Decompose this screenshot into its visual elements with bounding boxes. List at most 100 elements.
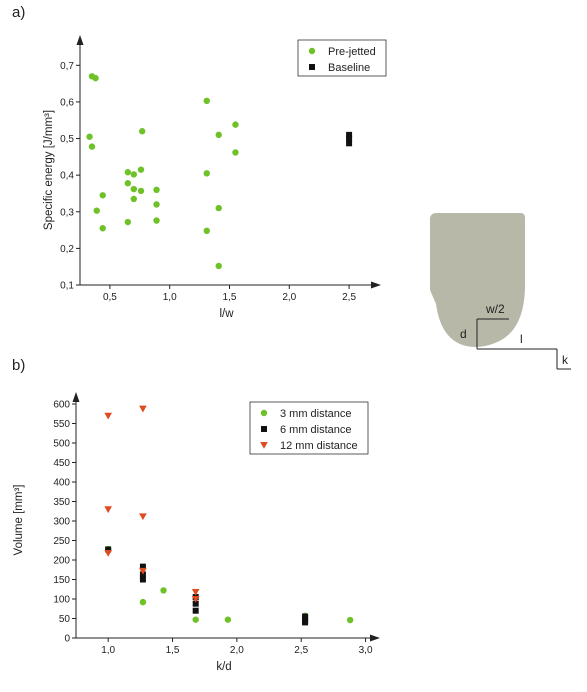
depth-label: d [460, 327, 467, 341]
chart-a-x-tick-label: 1,0 [163, 292, 177, 303]
chart-a-series-0-point [137, 187, 145, 195]
chart-b-y-tick-label: 100 [53, 595, 70, 606]
chart-a-y-tick-label: 0,3 [60, 207, 74, 218]
chart-b-y-tick-label: 450 [53, 458, 70, 469]
chart-b-y-tick-label: 0 [64, 634, 70, 645]
chart-b-x-tick-label: 2,0 [230, 645, 244, 656]
chart-b-series-2-point [191, 596, 200, 603]
chart-b-x-tick-label: 1,5 [166, 645, 180, 656]
chart-a-legend-marker-1 [309, 64, 315, 70]
chart-b-series-1-point [192, 600, 199, 607]
chart-a-series-0-point [99, 225, 106, 232]
chart-b-legend-marker-1 [261, 426, 267, 432]
chart-a-series-0-point [93, 207, 100, 214]
chart-b-series-2-point [104, 412, 112, 420]
chart-a-series-0-point [92, 74, 99, 82]
chart-a-series-1-point [346, 131, 353, 138]
chart-a-y-tick-label: 0,5 [60, 134, 74, 145]
chart-a-y-tick-label: 0,1 [60, 281, 74, 292]
chart-a-series-0-point [124, 218, 132, 226]
chart-b-legend-marker-0 [260, 409, 268, 417]
length-label: l [520, 332, 523, 346]
chart-a-x-tick-label: 1,5 [223, 292, 237, 303]
chart-a-x-tick-label: 0,5 [103, 292, 117, 303]
chart-a-series-0-point [130, 185, 138, 193]
chart-a-series-0-point [215, 131, 222, 139]
chart-a-x-tick-label: 2,0 [282, 292, 296, 303]
chart-b-series-2-point [191, 588, 200, 596]
chart-a-series-0-point [86, 133, 93, 140]
chart-b-series-1-point [139, 576, 146, 583]
chart-b-y-tick-label: 500 [53, 439, 70, 450]
chart-b-legend-label-0: 3 mm distance [280, 408, 352, 420]
chart-a-series-0-point [203, 170, 210, 177]
chart-b-x-tick-label: 2,5 [294, 645, 308, 656]
chart-a-series-0-point [124, 169, 132, 176]
chart-a-series-0-point [124, 180, 132, 187]
chart-a-y-axis-title: Specific energy [J/mm³] [43, 110, 55, 230]
distance-label: k [562, 353, 569, 367]
chart-b-x-axis-arrow [370, 634, 380, 642]
chart-b-y-tick-label: 300 [53, 517, 70, 528]
chart-a-legend-marker-0 [308, 47, 316, 55]
chart-a-y-tick-label: 0,7 [60, 61, 74, 72]
chart-b-x-tick-label: 1,0 [101, 645, 115, 656]
chart-b-series-1-point [105, 546, 112, 553]
chart-b-series-2-point [139, 513, 147, 521]
chart-a-series-0-point [99, 192, 106, 199]
chart-b-legend-marker-2 [260, 442, 268, 449]
chart-a-x-axis-title: l/w [219, 308, 234, 320]
chart-a-series-0-point [232, 149, 239, 156]
chart-b-y-tick-label: 50 [59, 614, 71, 625]
panel-b-label: b) [12, 357, 26, 374]
chart-b-y-tick-label: 200 [53, 556, 70, 567]
chart-a-x-tick-label: 2,5 [342, 292, 356, 303]
chart-b-series-0-point [139, 598, 147, 606]
chart-a-x-axis-arrow [371, 281, 381, 289]
chart-b-legend-label-2: 12 mm distance [280, 440, 358, 452]
chart-a-series-0-point [130, 171, 138, 178]
chart-a-series-0-point [138, 128, 146, 135]
chart-a-series-0-point [137, 166, 145, 173]
chart-b-x-tick-label: 3,0 [359, 645, 373, 656]
chart-b-series-0-point [346, 616, 354, 624]
chart-a-legend-label-1: Baseline [328, 62, 370, 74]
chart-b-y-tick-label: 600 [53, 400, 70, 411]
chart-a-series-0-point [153, 201, 160, 208]
chart-b-y-tick-label: 150 [53, 575, 70, 586]
nozzle-body [430, 213, 525, 347]
chart-b-series-0-point [224, 616, 232, 623]
chart-b-series-0-point [192, 616, 199, 623]
chart-b-series-2-point [104, 506, 112, 514]
chart-a-series-0-point [153, 186, 160, 193]
chart-b-y-tick-label: 550 [53, 419, 70, 430]
chart-a-series-0-point [232, 121, 239, 128]
chart-a-y-tick-label: 0,2 [60, 244, 74, 255]
chart-a-y-axis-arrow [76, 35, 84, 45]
chart-b-y-tick-label: 250 [53, 536, 70, 547]
chart-b-y-axis-arrow [72, 392, 80, 402]
chart-b-series-1-point [302, 619, 309, 626]
chart-b-series-1-point [139, 563, 146, 570]
chart-a-series-0-point [203, 97, 210, 105]
chart-b-x-axis-title: k/d [216, 661, 231, 673]
chart-a-y-tick-label: 0,4 [60, 171, 74, 182]
half-width-label: w/2 [485, 302, 505, 316]
chart-b-series-1-point [192, 607, 199, 614]
chart-a-y-tick-label: 0,6 [60, 97, 74, 108]
chart-b-series-2-point [139, 405, 147, 413]
chart-a-series-0-point [215, 262, 222, 270]
chart-b-series-0-point [160, 587, 167, 594]
chart-b-y-tick-label: 400 [53, 478, 70, 489]
chart-a-series-0-point [130, 195, 138, 203]
chart-b-legend-label-1: 6 mm distance [280, 424, 352, 436]
chart-a-series-0-point [153, 217, 160, 224]
chart-b-series-2-point [104, 549, 112, 557]
panel-a-label: a) [12, 4, 26, 21]
chart-a-series-1-point [346, 140, 353, 147]
chart-b-series-2-point [139, 567, 147, 575]
chart-a-series-1-point [346, 135, 353, 142]
